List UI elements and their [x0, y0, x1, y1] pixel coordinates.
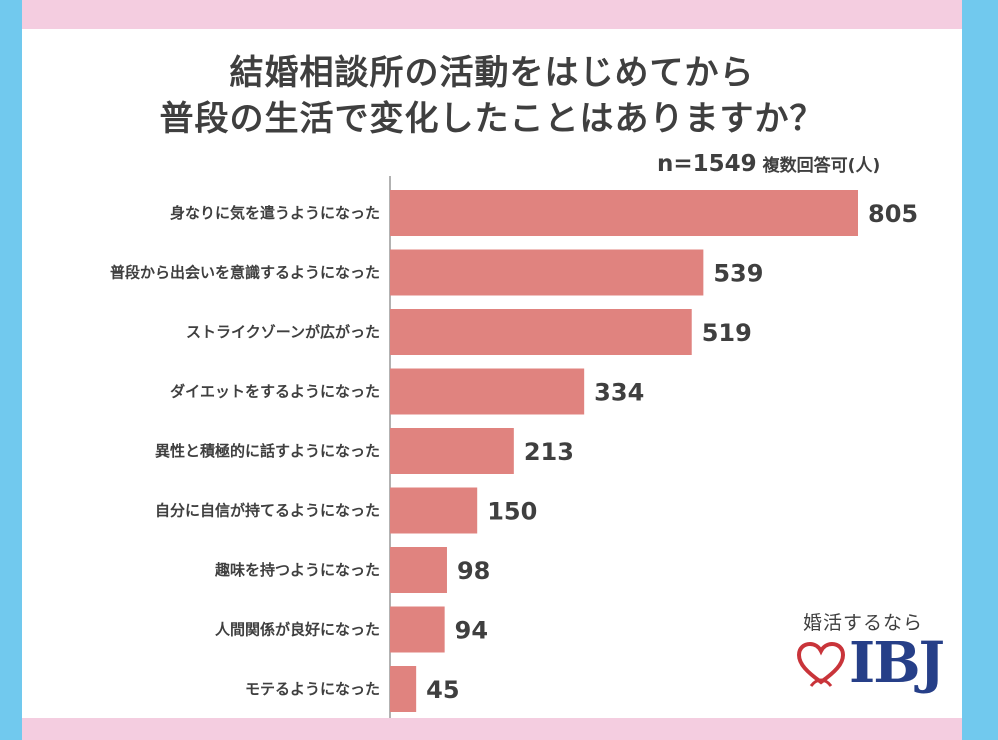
ibj-logo: 婚活するなら IBJ — [795, 608, 955, 708]
right-border — [962, 0, 998, 740]
bar-9 — [390, 666, 417, 712]
value-label-7: 98 — [457, 557, 490, 585]
bar-4 — [390, 368, 585, 415]
top-band — [22, 0, 962, 29]
value-label-5: 213 — [524, 438, 574, 466]
category-label-2: 普段から出会いを意識するようになった — [110, 264, 380, 282]
value-label-9: 45 — [426, 676, 459, 704]
category-label-9: モテるようになった — [245, 680, 380, 698]
bar-2 — [390, 249, 704, 296]
value-label-2: 539 — [713, 260, 763, 288]
category-label-4: ダイエットをするようになった — [170, 383, 380, 401]
value-label-3: 519 — [702, 319, 752, 347]
value-label-1: 805 — [868, 200, 918, 228]
chart-title: 結婚相談所の活動をはじめてから 普段の生活で変化したことはありますか？ — [22, 50, 962, 142]
bar-7 — [390, 547, 447, 593]
chart-title-line-1: 結婚相談所の活動をはじめてから — [229, 53, 755, 93]
value-label-6: 150 — [487, 498, 537, 526]
category-label-7: 趣味を持つようになった — [214, 561, 380, 579]
bar-8 — [390, 606, 445, 653]
chart-title-line-2: 普段の生活で変化したことはありますか？ — [159, 99, 825, 139]
category-label-6: 自分に自信が持てるようになった — [155, 502, 380, 520]
category-label-8: 人間関係が良好になった — [215, 621, 380, 639]
category-label-1: 身なりに気を遣うようになった — [170, 204, 380, 222]
logo-brand: IBJ — [849, 630, 945, 696]
heart-outline-icon — [796, 641, 846, 687]
category-label-5: 異性と積極的に話すようになった — [155, 442, 380, 460]
left-border — [0, 0, 22, 740]
bottom-band — [22, 718, 962, 740]
value-label-4: 334 — [594, 379, 644, 407]
bar-5 — [390, 428, 514, 474]
multiple-answer-note: 複数回答可(人) — [762, 156, 881, 176]
bar-1 — [390, 190, 858, 236]
category-label-3: ストライクゾーンが広がった — [186, 323, 380, 341]
sample-size: n=1549 — [657, 151, 757, 177]
logo-tagline: 婚活するなら — [803, 612, 924, 634]
sample-size-label: n=1549 複数回答可(人) — [657, 151, 880, 177]
bar-6 — [390, 487, 478, 534]
bar-3 — [390, 309, 692, 355]
value-label-8: 94 — [455, 617, 488, 645]
